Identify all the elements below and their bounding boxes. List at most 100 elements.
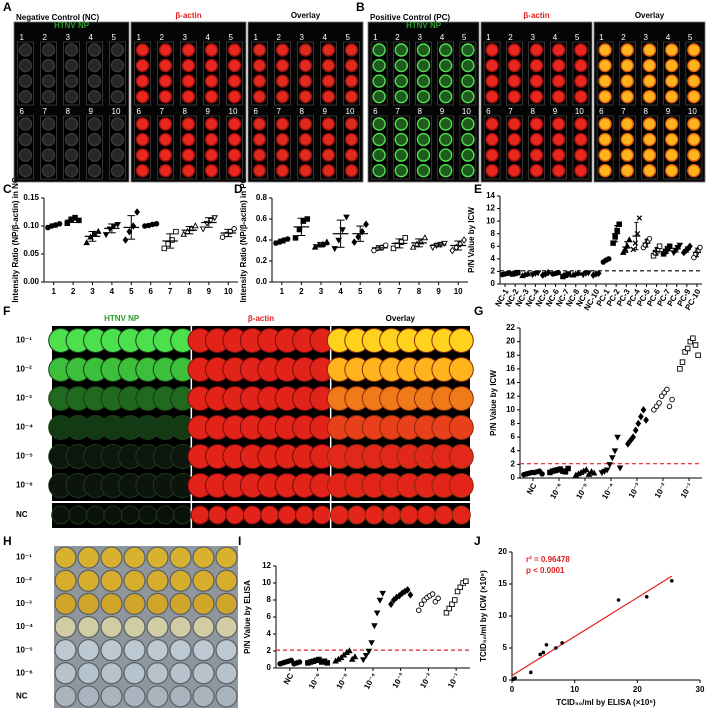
y-tick-label: 0 [267,663,272,672]
x-tick-label: 10⁻⁶ [307,671,323,690]
well-number: 6 [486,107,491,116]
well-number: 6 [599,107,604,116]
well [123,685,146,708]
well [64,43,79,57]
panel-letter: C [3,182,12,196]
well [242,505,262,525]
well-strip [685,41,703,106]
data-point [343,214,350,221]
row-label: 10⁻⁵ [16,452,33,461]
well [298,132,313,147]
well [41,43,56,57]
data-point [351,653,359,660]
data-point [432,598,439,605]
well [461,148,475,162]
data-point [441,240,448,247]
well-number: 3 [644,33,649,42]
well [64,58,79,73]
data-point [544,643,549,647]
well [135,117,150,131]
panel-letter: I [238,534,241,548]
well-strip [550,115,568,180]
well-number: 3 [418,33,423,42]
data-point [435,595,441,602]
data-point [362,652,370,659]
well [529,74,544,88]
well-number: 7 [277,107,282,116]
well [529,148,544,162]
well [448,415,474,440]
well [87,117,102,131]
well [461,163,475,178]
well [574,89,588,104]
well [87,163,102,178]
well [77,546,100,569]
well [344,58,359,73]
well [394,89,408,104]
data-point [664,386,670,393]
well [485,58,499,73]
well [461,132,475,147]
well [416,148,431,162]
data-point [452,597,458,603]
y-tick-label: 12 [486,204,495,213]
well-number: 10 [688,107,697,116]
well [687,132,701,147]
well-strip [618,41,636,106]
well [192,546,215,569]
well [552,74,566,88]
well-number: 7 [621,107,626,116]
well [312,505,332,525]
well [344,117,359,131]
well-strip [320,115,337,180]
well [665,148,679,162]
well-strip [274,115,291,180]
well [252,117,267,131]
well [298,148,313,162]
well [123,662,146,685]
data-point [134,208,140,216]
well [298,89,313,104]
well-strip [618,115,636,180]
well [110,117,125,131]
well-strip [459,115,477,180]
data-point [638,412,644,421]
x-tick-label: 10⁻⁴ [600,482,616,501]
well-strip [641,41,658,106]
data-point [670,579,674,583]
well [372,163,386,178]
data-point [644,595,649,599]
well [620,132,634,147]
well-strip [17,115,34,180]
well [372,148,386,162]
well-strip [86,115,103,180]
well [372,117,386,131]
well [416,43,431,57]
x-tick-label: 10 [454,287,463,296]
well [347,505,367,525]
well [146,569,169,592]
data-point [614,434,621,441]
well [344,74,359,88]
well [344,148,359,162]
well-strip [528,115,545,180]
well [100,639,123,662]
well [399,505,419,525]
data-point [415,607,422,613]
well [620,74,634,88]
y-tick-label: 18 [506,350,515,359]
well-number: 9 [323,107,328,116]
data-point [539,471,545,477]
well-number: 10 [462,107,471,116]
well [620,148,634,162]
well [227,117,242,131]
data-point [173,228,179,235]
data-point [323,238,331,245]
well-strip [320,41,337,106]
well [18,89,33,104]
data-point [616,598,621,602]
well [321,132,336,147]
well [123,546,146,569]
well-number: 8 [531,107,536,116]
x-tick-label: 6 [148,287,153,296]
